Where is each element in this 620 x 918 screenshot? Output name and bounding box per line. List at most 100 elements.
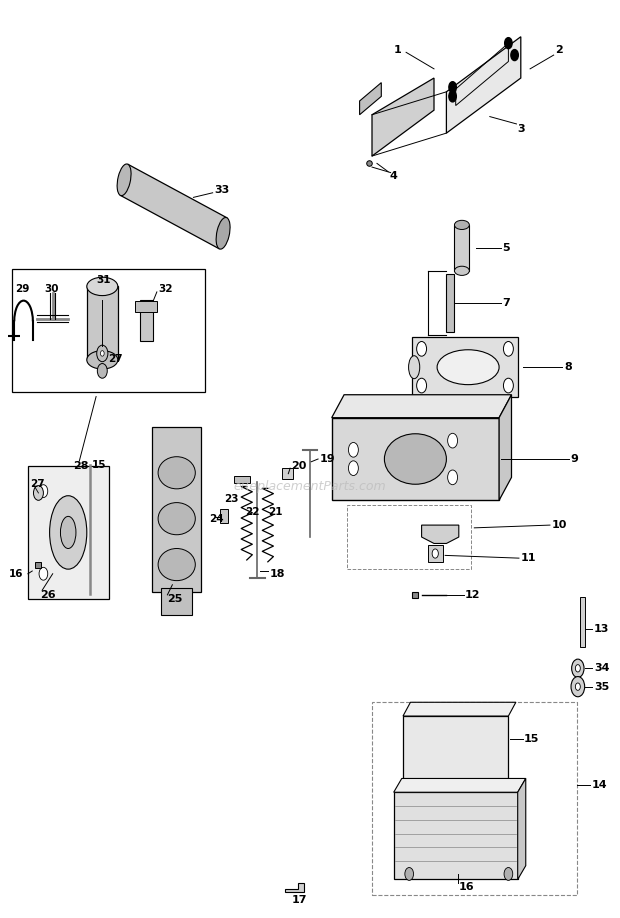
- Text: 16: 16: [459, 882, 474, 891]
- Ellipse shape: [409, 355, 420, 378]
- Text: 7: 7: [502, 298, 510, 308]
- Bar: [135, 301, 157, 312]
- Bar: [282, 468, 293, 479]
- Text: 28: 28: [73, 462, 89, 471]
- Circle shape: [505, 38, 512, 49]
- Text: 33: 33: [214, 185, 229, 195]
- Text: eReplacementParts.com: eReplacementParts.com: [234, 480, 386, 493]
- Text: 20: 20: [291, 462, 307, 471]
- Bar: [446, 274, 454, 332]
- Bar: [234, 476, 250, 483]
- Circle shape: [511, 50, 518, 61]
- Bar: [428, 545, 443, 562]
- Circle shape: [348, 442, 358, 457]
- Polygon shape: [360, 83, 381, 115]
- Bar: [161, 588, 192, 615]
- Ellipse shape: [117, 164, 131, 196]
- Text: 4: 4: [389, 172, 397, 181]
- Text: 8: 8: [564, 363, 572, 372]
- Circle shape: [448, 470, 458, 485]
- Text: 35: 35: [594, 682, 609, 691]
- Circle shape: [97, 364, 107, 378]
- Polygon shape: [518, 778, 526, 879]
- Ellipse shape: [437, 350, 499, 385]
- Ellipse shape: [158, 457, 195, 488]
- Ellipse shape: [454, 266, 469, 275]
- Text: 23: 23: [224, 495, 239, 504]
- Circle shape: [572, 659, 584, 677]
- Ellipse shape: [61, 516, 76, 549]
- Text: 13: 13: [594, 624, 609, 633]
- Text: 10: 10: [552, 521, 567, 530]
- Circle shape: [405, 868, 414, 880]
- Text: 27: 27: [108, 354, 123, 364]
- Circle shape: [503, 341, 513, 356]
- Text: 25: 25: [167, 594, 183, 603]
- Circle shape: [39, 485, 48, 498]
- Bar: [28, 466, 108, 599]
- Bar: [580, 597, 585, 647]
- Polygon shape: [403, 702, 516, 716]
- Bar: [454, 225, 469, 271]
- Text: 29: 29: [16, 285, 30, 294]
- Bar: [394, 792, 518, 879]
- Ellipse shape: [454, 220, 469, 230]
- Circle shape: [33, 486, 43, 500]
- Ellipse shape: [384, 434, 446, 485]
- Bar: [332, 418, 499, 500]
- Text: 17: 17: [291, 895, 307, 904]
- Polygon shape: [332, 395, 512, 418]
- Bar: [140, 300, 153, 341]
- Circle shape: [100, 351, 104, 356]
- Text: 11: 11: [521, 554, 536, 563]
- Text: 26: 26: [40, 590, 56, 599]
- Text: 9: 9: [570, 454, 578, 464]
- Text: 22: 22: [245, 508, 259, 517]
- Text: 16: 16: [9, 569, 24, 578]
- Text: 1: 1: [394, 45, 402, 54]
- Circle shape: [503, 378, 513, 393]
- Polygon shape: [422, 525, 459, 543]
- Bar: [347, 505, 471, 569]
- Circle shape: [449, 91, 456, 102]
- Text: 30: 30: [45, 285, 59, 294]
- Ellipse shape: [87, 351, 118, 369]
- Text: 18: 18: [270, 569, 285, 578]
- Circle shape: [448, 433, 458, 448]
- Text: 19: 19: [319, 454, 335, 464]
- Circle shape: [97, 345, 108, 362]
- Circle shape: [575, 683, 580, 690]
- Text: 2: 2: [555, 46, 563, 55]
- Bar: [152, 427, 202, 592]
- Text: 15: 15: [524, 734, 539, 744]
- Ellipse shape: [87, 277, 118, 296]
- Text: 27: 27: [30, 479, 45, 488]
- Circle shape: [348, 461, 358, 476]
- Text: 15: 15: [92, 461, 106, 470]
- Ellipse shape: [50, 496, 87, 569]
- Ellipse shape: [158, 503, 195, 534]
- Text: 34: 34: [594, 664, 609, 673]
- Text: 21: 21: [268, 508, 283, 517]
- Polygon shape: [499, 395, 511, 500]
- Polygon shape: [446, 37, 521, 133]
- Text: 3: 3: [518, 124, 525, 133]
- Bar: [12, 269, 205, 393]
- Circle shape: [575, 665, 580, 672]
- Bar: [403, 716, 508, 785]
- Circle shape: [39, 567, 48, 580]
- Polygon shape: [372, 78, 434, 156]
- Bar: [220, 509, 228, 523]
- Polygon shape: [394, 778, 526, 792]
- Circle shape: [571, 677, 585, 697]
- Circle shape: [417, 378, 427, 393]
- Text: 32: 32: [158, 285, 172, 294]
- Circle shape: [504, 868, 513, 880]
- Polygon shape: [285, 883, 304, 892]
- Circle shape: [432, 549, 438, 558]
- Text: 24: 24: [209, 514, 224, 523]
- Text: 5: 5: [502, 243, 510, 252]
- Text: 31: 31: [96, 275, 110, 285]
- Circle shape: [417, 341, 427, 356]
- Text: 14: 14: [592, 780, 608, 789]
